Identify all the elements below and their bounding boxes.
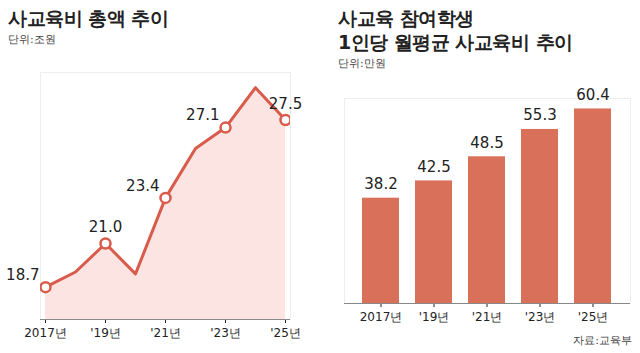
svg-text:'23년: '23년 — [210, 326, 241, 340]
svg-text:2017년: 2017년 — [24, 326, 67, 340]
svg-text:23.4: 23.4 — [126, 177, 159, 195]
html-text:사교육비 총액 추이: 사교육비 총액 추이 — [8, 7, 169, 29]
svg-text:'21년: '21년 — [472, 310, 503, 324]
html-text:단위:조원: 단위:조원 — [8, 33, 56, 46]
svg-text:'19년: '19년 — [419, 310, 450, 324]
svg-text:2017년: 2017년 — [360, 310, 403, 324]
svg-text:48.5: 48.5 — [470, 134, 503, 152]
svg-text:'25년: '25년 — [270, 326, 301, 340]
svg-text:27.5: 27.5 — [269, 95, 302, 113]
svg-text:60.4: 60.4 — [576, 86, 609, 104]
html-text:사교육 참여학생 1인당 월평균 사교육비 추이: 사교육 참여학생 1인당 월평균 사교육비 추이 — [338, 7, 573, 53]
html-text:단위:만원: 단위:만원 — [338, 57, 386, 70]
svg-text:21.0: 21.0 — [89, 218, 122, 236]
svg-text:'23년: '23년 — [525, 310, 556, 324]
svg-text:'19년: '19년 — [90, 326, 121, 340]
html-text:자료:교육부: 자료:교육부 — [573, 334, 632, 347]
svg-text:'21년: '21년 — [150, 326, 181, 340]
svg-text:'25년: '25년 — [578, 310, 609, 324]
svg-text:55.3: 55.3 — [523, 106, 556, 124]
svg-text:27.1: 27.1 — [186, 106, 219, 124]
svg-text:38.2: 38.2 — [364, 175, 397, 193]
svg-text:18.7: 18.7 — [6, 266, 39, 284]
svg-text:42.5: 42.5 — [417, 158, 450, 176]
